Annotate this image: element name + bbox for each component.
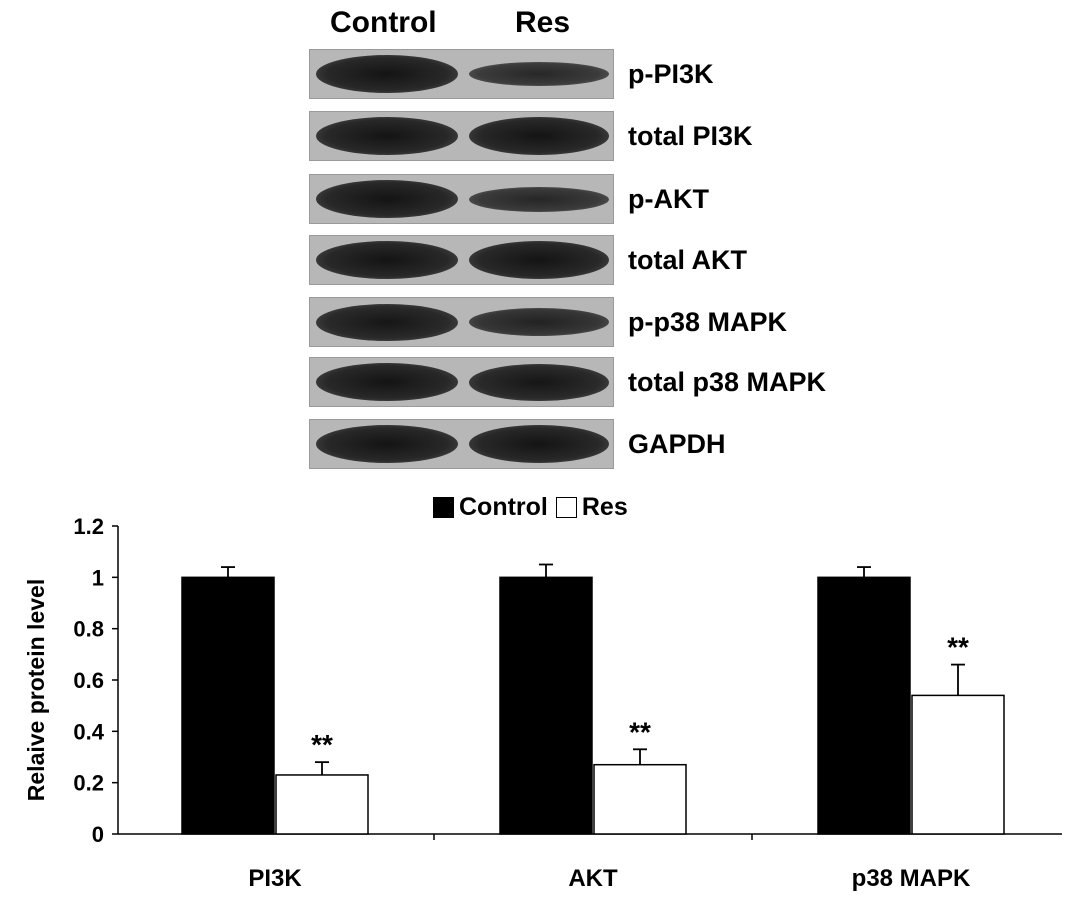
x-category-label: p38 MAPK <box>852 865 971 892</box>
blot-band-res <box>469 425 609 463</box>
blot-band-res <box>469 117 609 155</box>
legend-swatch-res <box>555 496 577 518</box>
blot-band-control <box>316 241 458 279</box>
blot-band-control <box>316 180 458 218</box>
blot-band-res <box>469 364 609 401</box>
bar-control <box>181 576 275 835</box>
x-category-label: PI3K <box>248 865 302 892</box>
blot-row-label: p-PI3K <box>628 59 714 89</box>
blot-strip <box>309 49 614 99</box>
chart-legend: Control Res <box>433 492 636 522</box>
blot-row-label: p-p38 MAPK <box>628 307 788 337</box>
legend-swatch-control <box>433 496 454 518</box>
blot-lane-label-res: Res <box>515 6 571 39</box>
bar-res <box>911 694 1005 835</box>
y-tick-label: 0.8 <box>73 617 104 642</box>
significance-marker: ** <box>947 632 969 663</box>
bar-control <box>817 576 911 835</box>
bar-control <box>499 576 593 835</box>
legend-label-res: Res <box>581 492 628 521</box>
y-tick-label: 0.4 <box>73 719 104 744</box>
blot-band-control <box>316 304 458 341</box>
blot-band-res <box>469 187 609 212</box>
blot-band-control <box>316 363 458 401</box>
blot-row-label: p-AKT <box>628 184 709 214</box>
legend-item-control: Control <box>433 493 548 522</box>
blot-strip <box>309 297 614 347</box>
blot-lane-label-control: Control <box>330 6 437 39</box>
x-category-label: AKT <box>568 865 618 892</box>
y-tick-label: 1.2 <box>73 514 104 539</box>
blot-strip <box>309 357 614 407</box>
blot-row-label: total PI3K <box>628 121 753 151</box>
blot-band-control <box>316 55 458 93</box>
bar-res <box>593 763 687 835</box>
y-tick-label: 0 <box>92 822 104 847</box>
bar-res <box>275 774 369 835</box>
blot-row-label: total p38 MAPK <box>628 367 827 397</box>
significance-marker: ** <box>311 729 333 760</box>
blot-strip <box>309 174 614 224</box>
blot-band-res <box>469 241 609 279</box>
blot-strip <box>309 235 614 285</box>
y-tick-label: 0.6 <box>73 668 104 693</box>
significance-marker: ** <box>629 716 651 747</box>
blot-band-control <box>316 425 458 463</box>
y-axis-label: Relaive protein level <box>23 579 49 801</box>
blot-strip <box>309 419 614 469</box>
blot-band-res <box>469 308 609 336</box>
y-tick-label: 0.2 <box>73 771 104 796</box>
blot-strip <box>309 111 614 161</box>
blot-band-res <box>469 62 609 86</box>
blot-row-label: GAPDH <box>628 429 726 459</box>
blot-row-label: total AKT <box>628 245 747 275</box>
blot-band-control <box>316 117 458 155</box>
legend-label-control: Control <box>459 492 548 521</box>
y-tick-label: 1 <box>92 565 104 590</box>
legend-item-res: Res <box>555 492 628 522</box>
